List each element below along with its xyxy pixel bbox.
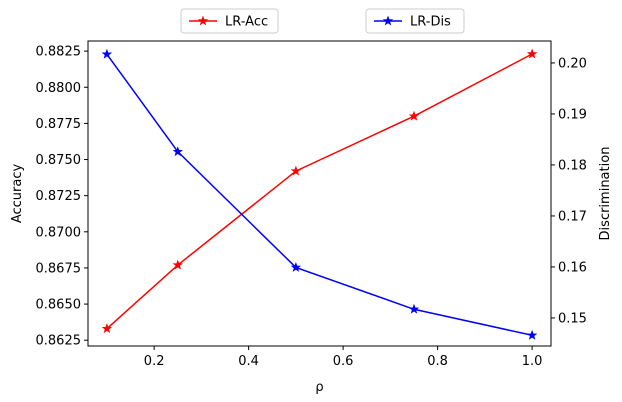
legend-marker bbox=[197, 15, 209, 26]
y-tick-label: 0.8700 bbox=[36, 225, 82, 240]
y2-axis-label: Discrimination bbox=[598, 147, 613, 241]
y-tick-label: 0.8750 bbox=[36, 153, 82, 168]
series-line-lr-dis bbox=[106, 53, 533, 337]
y-axis-label: Accuracy bbox=[10, 164, 25, 224]
data-point bbox=[290, 165, 302, 176]
series-line-lr-acc bbox=[106, 53, 533, 330]
legend: LR-Acc LR-Dis bbox=[180, 8, 465, 34]
y2-tick-label: 0.17 bbox=[558, 209, 587, 224]
legend-item-lr-dis: LR-Dis bbox=[365, 8, 465, 34]
x-tick-label: 0.4 bbox=[238, 354, 259, 369]
data-point bbox=[526, 48, 538, 59]
y-tick-label: 0.8800 bbox=[36, 81, 82, 96]
legend-label: LR-Dis bbox=[410, 15, 451, 30]
data-point bbox=[172, 146, 183, 157]
y-tick-label: 0.8825 bbox=[36, 45, 82, 60]
x-tick-label: 0.8 bbox=[427, 354, 448, 369]
legend-marker bbox=[382, 15, 394, 26]
plot-frame bbox=[87, 40, 552, 347]
legend-item-lr-acc: LR-Acc bbox=[180, 8, 279, 34]
data-point bbox=[101, 48, 113, 59]
data-point bbox=[408, 303, 420, 314]
y2-tick-label: 0.20 bbox=[558, 56, 587, 71]
x-tick-label: 1.0 bbox=[522, 354, 543, 369]
y2-tick-label: 0.18 bbox=[558, 158, 587, 173]
x-axis-label: ρ bbox=[315, 380, 323, 395]
legend-box bbox=[365, 8, 465, 34]
legend-label: LR-Acc bbox=[225, 15, 268, 30]
y-tick-label: 0.8650 bbox=[36, 298, 82, 313]
y-tick-label: 0.8775 bbox=[36, 117, 82, 132]
x-tick-label: 0.2 bbox=[144, 354, 165, 369]
y2-tick-label: 0.15 bbox=[558, 311, 587, 326]
data-point bbox=[526, 329, 538, 340]
data-point bbox=[101, 323, 113, 334]
data-point bbox=[172, 259, 183, 270]
data-point bbox=[290, 261, 302, 272]
y2-tick-label: 0.19 bbox=[558, 107, 587, 122]
y-tick-label: 0.8625 bbox=[36, 334, 82, 349]
x-tick-label: 0.6 bbox=[333, 354, 354, 369]
plot-area: 0.2 0.4 0.6 0.8 1.0 0.8625 0.8650 0.8675 0.8700 0… bbox=[10, 40, 613, 395]
legend-box bbox=[180, 8, 279, 34]
data-point bbox=[408, 110, 420, 121]
y-tick-label: 0.8725 bbox=[36, 189, 82, 204]
y2-tick-label: 0.16 bbox=[558, 260, 587, 275]
y-tick-label: 0.8675 bbox=[36, 261, 82, 276]
